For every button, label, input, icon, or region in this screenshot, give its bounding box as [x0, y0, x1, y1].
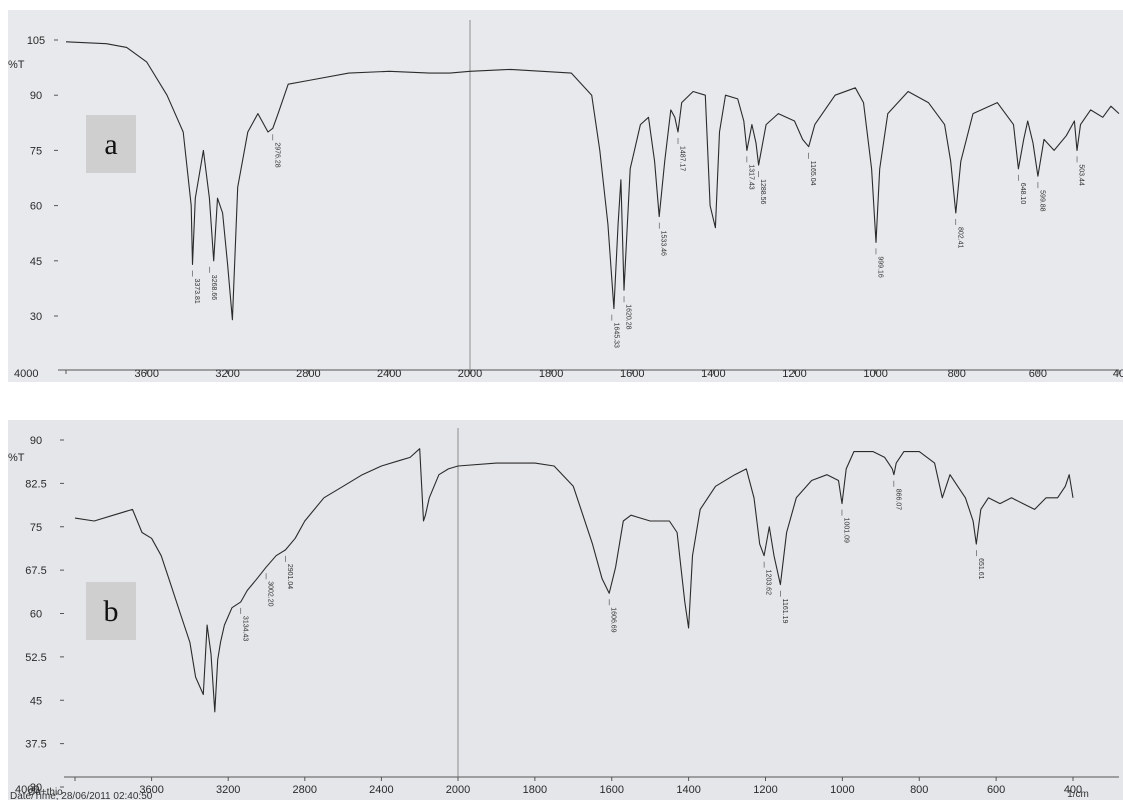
x-tick-label: 3600	[139, 784, 163, 796]
peak-label: 651.61	[977, 558, 984, 580]
y-tick-label: 60	[30, 201, 42, 213]
peak-label: 1620.28	[625, 304, 632, 329]
x-tick-label: 40	[1113, 368, 1123, 380]
chart-panel-b: 90 82.5 75 67.5 60 52.5 45 37.5 30 4000 3600 3200 28…	[8, 420, 1123, 800]
x-tick-label: 3200	[215, 368, 239, 380]
panel-letter: b	[104, 595, 119, 628]
spectrum-line	[74, 448, 1074, 713]
y-tick-label: 45	[30, 256, 42, 268]
ir-spectrum-a: 105 90 75 60 45 30 4000 3600 3200 2800 2400 2000 180…	[8, 20, 1123, 380]
y-tick-label: 52.5	[25, 652, 46, 664]
peak-label: 3134.43	[241, 616, 248, 641]
peak-label: 1487.17	[679, 146, 686, 171]
peak-label: 1645.33	[612, 323, 619, 348]
x-unit-label: 1/cm	[1067, 789, 1089, 800]
x-tick-label: 3200	[216, 784, 240, 796]
y-tick-label: 105	[27, 35, 45, 47]
panel-letter-box	[86, 115, 136, 173]
x-tick-label: 1800	[523, 784, 547, 796]
x-tick-label: 800	[910, 784, 928, 796]
peak-label: 999.16	[876, 256, 883, 278]
y-tick-label: 30	[30, 311, 42, 323]
x-tick-label: 600	[987, 784, 1005, 796]
peak-label: 1165.04	[809, 161, 816, 186]
peak-label: 1203.62	[765, 570, 772, 595]
peak-label: 1606.69	[610, 607, 617, 632]
x-tick-label: 3600	[135, 368, 159, 380]
peak-label: 1533.46	[660, 231, 667, 256]
date-label: Date/Time; 28/06/2011 02:40:50	[10, 791, 153, 800]
peak-label: 1001.09	[842, 518, 849, 543]
x-tick-label: 2800	[296, 368, 320, 380]
spectrum-line	[65, 41, 1120, 321]
x-tick-label: 4000	[14, 368, 38, 380]
peak-label: 866.07	[894, 489, 901, 511]
x-tick-label: 4000	[15, 784, 39, 796]
peak-label: 2976.28	[273, 142, 280, 167]
x-tick-label: 1600	[600, 784, 624, 796]
x-tick-label: 2400	[369, 784, 393, 796]
peak-label: 802.41	[956, 227, 963, 249]
x-tick-label: 2400	[377, 368, 401, 380]
y-tick-label: 67.5	[25, 565, 46, 577]
y-axis-label: %T	[8, 452, 25, 464]
peak-label: 2901.04	[286, 564, 293, 589]
panel-letter: a	[104, 128, 117, 161]
x-tick-label: 1400	[676, 784, 700, 796]
x-tick-label: 1200	[782, 368, 806, 380]
x-tick-label: 2800	[293, 784, 317, 796]
x-tick-label: 2000	[458, 368, 482, 380]
x-tick-label: 2000	[446, 784, 470, 796]
x-tick-label: 800	[948, 368, 966, 380]
y-tick-label: 90	[30, 90, 42, 102]
peak-label: 648.10	[1019, 183, 1026, 205]
y-tick-label: 60	[30, 609, 42, 621]
x-tick-label: 1400	[701, 368, 725, 380]
x-tick-label: 1000	[863, 368, 887, 380]
peak-label: 503.44	[1078, 164, 1085, 186]
peak-label: 3268.66	[210, 275, 217, 300]
sample-label: Cu+thio	[28, 787, 63, 798]
x-tick-label: 1800	[539, 368, 563, 380]
y-tick-label: 75	[30, 522, 42, 534]
y-tick-label: 37.5	[25, 739, 46, 751]
y-tick-label: 30	[30, 782, 42, 794]
chart-panel-a: 105 90 75 60 45 30 4000 3600 3200 2800 2400 2000 180…	[8, 10, 1123, 382]
peak-label: 1317.43	[747, 164, 754, 189]
peak-label: 599.88	[1038, 190, 1045, 212]
y-tick-label: 45	[30, 695, 42, 707]
x-tick-label: 1600	[620, 368, 644, 380]
x-tick-label: 400	[1064, 784, 1082, 796]
peak-label: 1288.56	[759, 179, 766, 204]
x-tick-label: 1200	[753, 784, 777, 796]
y-tick-label: 75	[30, 145, 42, 157]
y-tick-label: 82.5	[25, 478, 46, 490]
peak-label: 3002.20	[267, 581, 274, 606]
x-tick-label: 600	[1029, 368, 1047, 380]
peak-label: 1161.19	[781, 599, 788, 624]
peak-label: 3373.81	[193, 278, 200, 303]
y-tick-label: 90	[30, 435, 42, 447]
panel-letter-box	[86, 582, 136, 640]
x-tick-label: 1000	[830, 784, 854, 796]
y-axis-label: %T	[8, 59, 25, 71]
